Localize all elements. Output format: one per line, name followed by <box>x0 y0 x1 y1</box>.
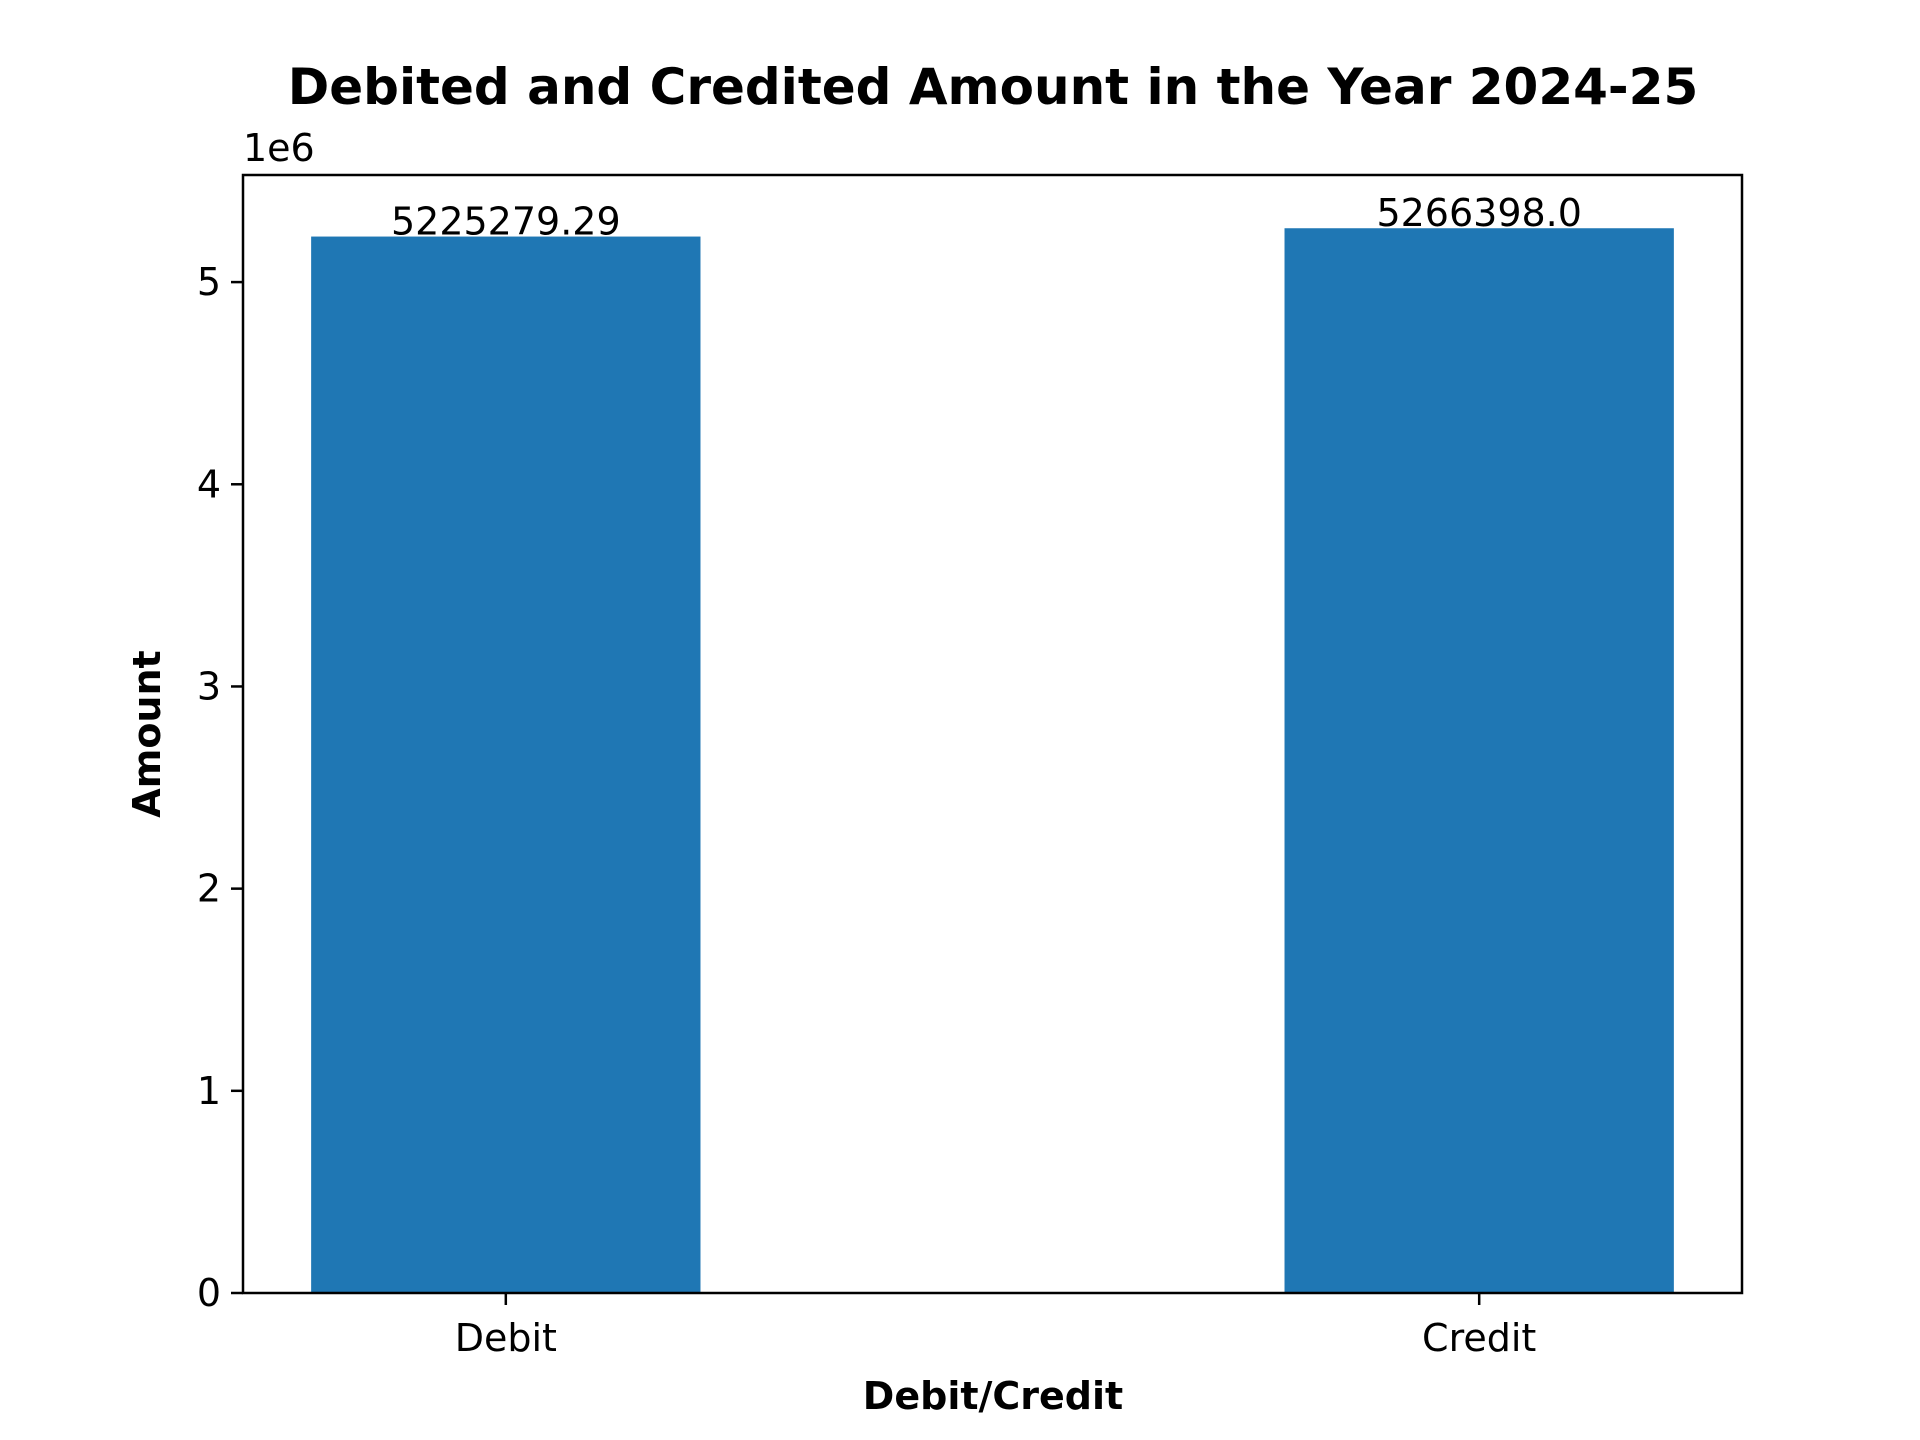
chart-title: Debited and Credited Amount in the Year … <box>288 58 1699 116</box>
y-tick-label: 2 <box>197 867 221 911</box>
bar-credit <box>1284 228 1674 1294</box>
y-tick-label: 3 <box>197 664 221 708</box>
bars-layer <box>311 228 1674 1294</box>
x-tick-label: Debit <box>455 1316 557 1360</box>
bar-debit <box>311 236 701 1293</box>
y-tick-label: 0 <box>197 1271 221 1315</box>
y-tick-label: 4 <box>197 462 221 506</box>
data-label-credit: 5266398.0 <box>1376 191 1582 235</box>
plot-area-frame <box>241 173 1744 1295</box>
y-axis: 0 1 2 3 4 5 <box>197 260 243 1315</box>
x-axis-label: Debit/Credit <box>863 1374 1123 1418</box>
data-labels-layer: 5225279.29 5266398.0 <box>391 191 1582 243</box>
y-axis-offset-label: 1e6 <box>243 126 315 170</box>
y-tick-label: 5 <box>197 260 221 304</box>
y-axis-label: Amount <box>125 650 169 817</box>
x-axis: Debit Credit <box>455 1293 1536 1360</box>
data-label-debit: 5225279.29 <box>391 200 621 244</box>
y-tick-label: 1 <box>197 1069 221 1113</box>
x-tick-label: Credit <box>1422 1316 1536 1360</box>
